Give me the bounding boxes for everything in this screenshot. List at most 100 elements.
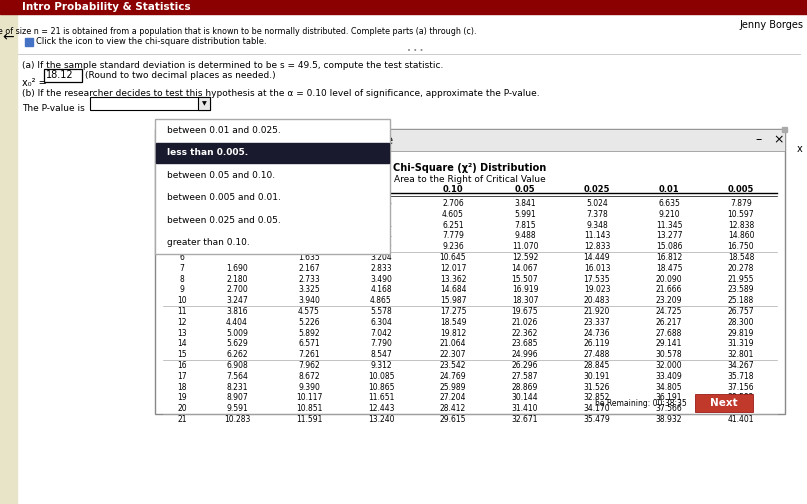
Text: 3.490: 3.490 <box>370 275 392 284</box>
Text: 8.907: 8.907 <box>226 394 248 403</box>
Text: 29.819: 29.819 <box>728 329 755 338</box>
Text: 5.226: 5.226 <box>299 318 320 327</box>
Text: 30.578: 30.578 <box>655 350 682 359</box>
Text: 5.009: 5.009 <box>226 329 248 338</box>
Text: 1.690: 1.690 <box>226 264 248 273</box>
Text: 16: 16 <box>178 361 186 370</box>
Text: 24.725: 24.725 <box>656 307 682 316</box>
Bar <box>695 394 753 412</box>
Text: 14.449: 14.449 <box>583 253 610 262</box>
Text: 34.805: 34.805 <box>655 383 682 392</box>
Text: 19: 19 <box>178 394 186 403</box>
Text: 24.736: 24.736 <box>583 329 610 338</box>
Text: 9: 9 <box>180 285 185 294</box>
Text: 21.064: 21.064 <box>440 340 466 348</box>
Text: 31.526: 31.526 <box>583 383 610 392</box>
Text: 9.390: 9.390 <box>298 383 320 392</box>
Text: 1.145: 1.145 <box>299 242 320 251</box>
Bar <box>155 129 785 414</box>
Bar <box>0 14 17 504</box>
Text: 15.987: 15.987 <box>440 296 466 305</box>
Text: 23.685: 23.685 <box>512 340 538 348</box>
Text: 11.070: 11.070 <box>512 242 538 251</box>
Text: 11.345: 11.345 <box>656 221 682 230</box>
Text: 9.488: 9.488 <box>514 231 536 240</box>
Text: 21.026: 21.026 <box>512 318 538 327</box>
Text: 21: 21 <box>178 415 186 424</box>
Text: 16.013: 16.013 <box>583 264 610 273</box>
Text: 3.247: 3.247 <box>226 296 248 305</box>
Text: 9.210: 9.210 <box>659 210 679 219</box>
Text: 10.085: 10.085 <box>368 372 395 381</box>
Text: 28.300: 28.300 <box>728 318 755 327</box>
Text: 6.304: 6.304 <box>370 318 392 327</box>
Text: 16.750: 16.750 <box>728 242 755 251</box>
Text: 10.283: 10.283 <box>224 415 250 424</box>
Text: 0.10: 0.10 <box>443 184 463 194</box>
Text: 14.860: 14.860 <box>728 231 755 240</box>
Text: 1.610: 1.610 <box>370 242 392 251</box>
Text: 6: 6 <box>180 253 185 262</box>
Text: 3.816: 3.816 <box>226 307 248 316</box>
Text: 9.312: 9.312 <box>370 361 392 370</box>
Text: ←: ← <box>2 30 14 44</box>
Text: 29.141: 29.141 <box>656 340 682 348</box>
Text: between 0.01 and 0.025.: between 0.01 and 0.025. <box>167 126 281 135</box>
Text: (a) If the sample standard deviation is determined to be s = 49.5, compute the t: (a) If the sample standard deviation is … <box>22 61 443 70</box>
Text: Area to the Right of Critical Value: Area to the Right of Critical Value <box>394 175 546 184</box>
Text: 21.955: 21.955 <box>728 275 755 284</box>
Text: 2.833: 2.833 <box>370 264 392 273</box>
Text: between 0.025 and 0.05.: between 0.025 and 0.05. <box>167 216 281 225</box>
Bar <box>156 143 389 163</box>
Text: 8.672: 8.672 <box>299 372 320 381</box>
Text: 5.892: 5.892 <box>299 329 320 338</box>
Text: 25.188: 25.188 <box>728 296 754 305</box>
Text: 2.167: 2.167 <box>299 264 320 273</box>
Text: greater than 0.10.: greater than 0.10. <box>167 238 249 247</box>
Text: 0.004: 0.004 <box>298 199 320 208</box>
Text: –: – <box>755 134 761 147</box>
Text: 14.067: 14.067 <box>512 264 538 273</box>
Text: 37.566: 37.566 <box>655 404 683 413</box>
Text: 24.769: 24.769 <box>440 372 466 381</box>
Text: 0.05: 0.05 <box>515 184 535 194</box>
Text: 2.180: 2.180 <box>226 275 248 284</box>
Text: 38.932: 38.932 <box>656 415 682 424</box>
Text: (Round to two decimal places as needed.): (Round to two decimal places as needed.) <box>85 71 276 80</box>
Text: 7: 7 <box>180 264 185 273</box>
Text: 5: 5 <box>180 242 185 251</box>
Text: 7.815: 7.815 <box>514 221 536 230</box>
Text: 27.488: 27.488 <box>583 350 610 359</box>
Text: 12.592: 12.592 <box>512 253 538 262</box>
Text: 20.090: 20.090 <box>655 275 682 284</box>
Text: 31.410: 31.410 <box>512 404 538 413</box>
Text: 4.404: 4.404 <box>226 318 248 327</box>
Text: 24.996: 24.996 <box>512 350 538 359</box>
Text: 32.801: 32.801 <box>728 350 755 359</box>
Text: 18.307: 18.307 <box>512 296 538 305</box>
Text: 11.591: 11.591 <box>296 415 322 424</box>
Text: 4.605: 4.605 <box>442 210 464 219</box>
Text: 5.578: 5.578 <box>370 307 392 316</box>
Text: To test H₀: σ = 52 versus H₁: σ < 52, a random sample of size n = 21 is obtained: To test H₀: σ = 52 versus H₁: σ < 52, a … <box>0 27 476 36</box>
Text: Chi-Square (χ²) Distribution: Chi-Square (χ²) Distribution <box>393 163 546 173</box>
Text: 17.275: 17.275 <box>440 307 466 316</box>
Bar <box>198 97 210 110</box>
Text: x₀² =: x₀² = <box>22 78 50 88</box>
Text: • • •: • • • <box>407 48 423 54</box>
Text: 9.348: 9.348 <box>586 221 608 230</box>
Text: 0.005: 0.005 <box>728 184 755 194</box>
Text: 2: 2 <box>180 210 184 219</box>
Text: 0.352: 0.352 <box>298 221 320 230</box>
Text: 7.378: 7.378 <box>586 210 608 219</box>
Text: 31.319: 31.319 <box>728 340 755 348</box>
Text: 29.615: 29.615 <box>440 415 466 424</box>
Text: 3.325: 3.325 <box>298 285 320 294</box>
Text: 7.790: 7.790 <box>370 340 392 348</box>
Text: 0.95: 0.95 <box>299 184 320 194</box>
Text: 18.549: 18.549 <box>440 318 466 327</box>
Text: 6.571: 6.571 <box>298 340 320 348</box>
Text: 2.706: 2.706 <box>442 199 464 208</box>
Text: 14.684: 14.684 <box>440 285 466 294</box>
Text: he Remaining: 00:38:35: he Remaining: 00:38:35 <box>595 400 687 409</box>
